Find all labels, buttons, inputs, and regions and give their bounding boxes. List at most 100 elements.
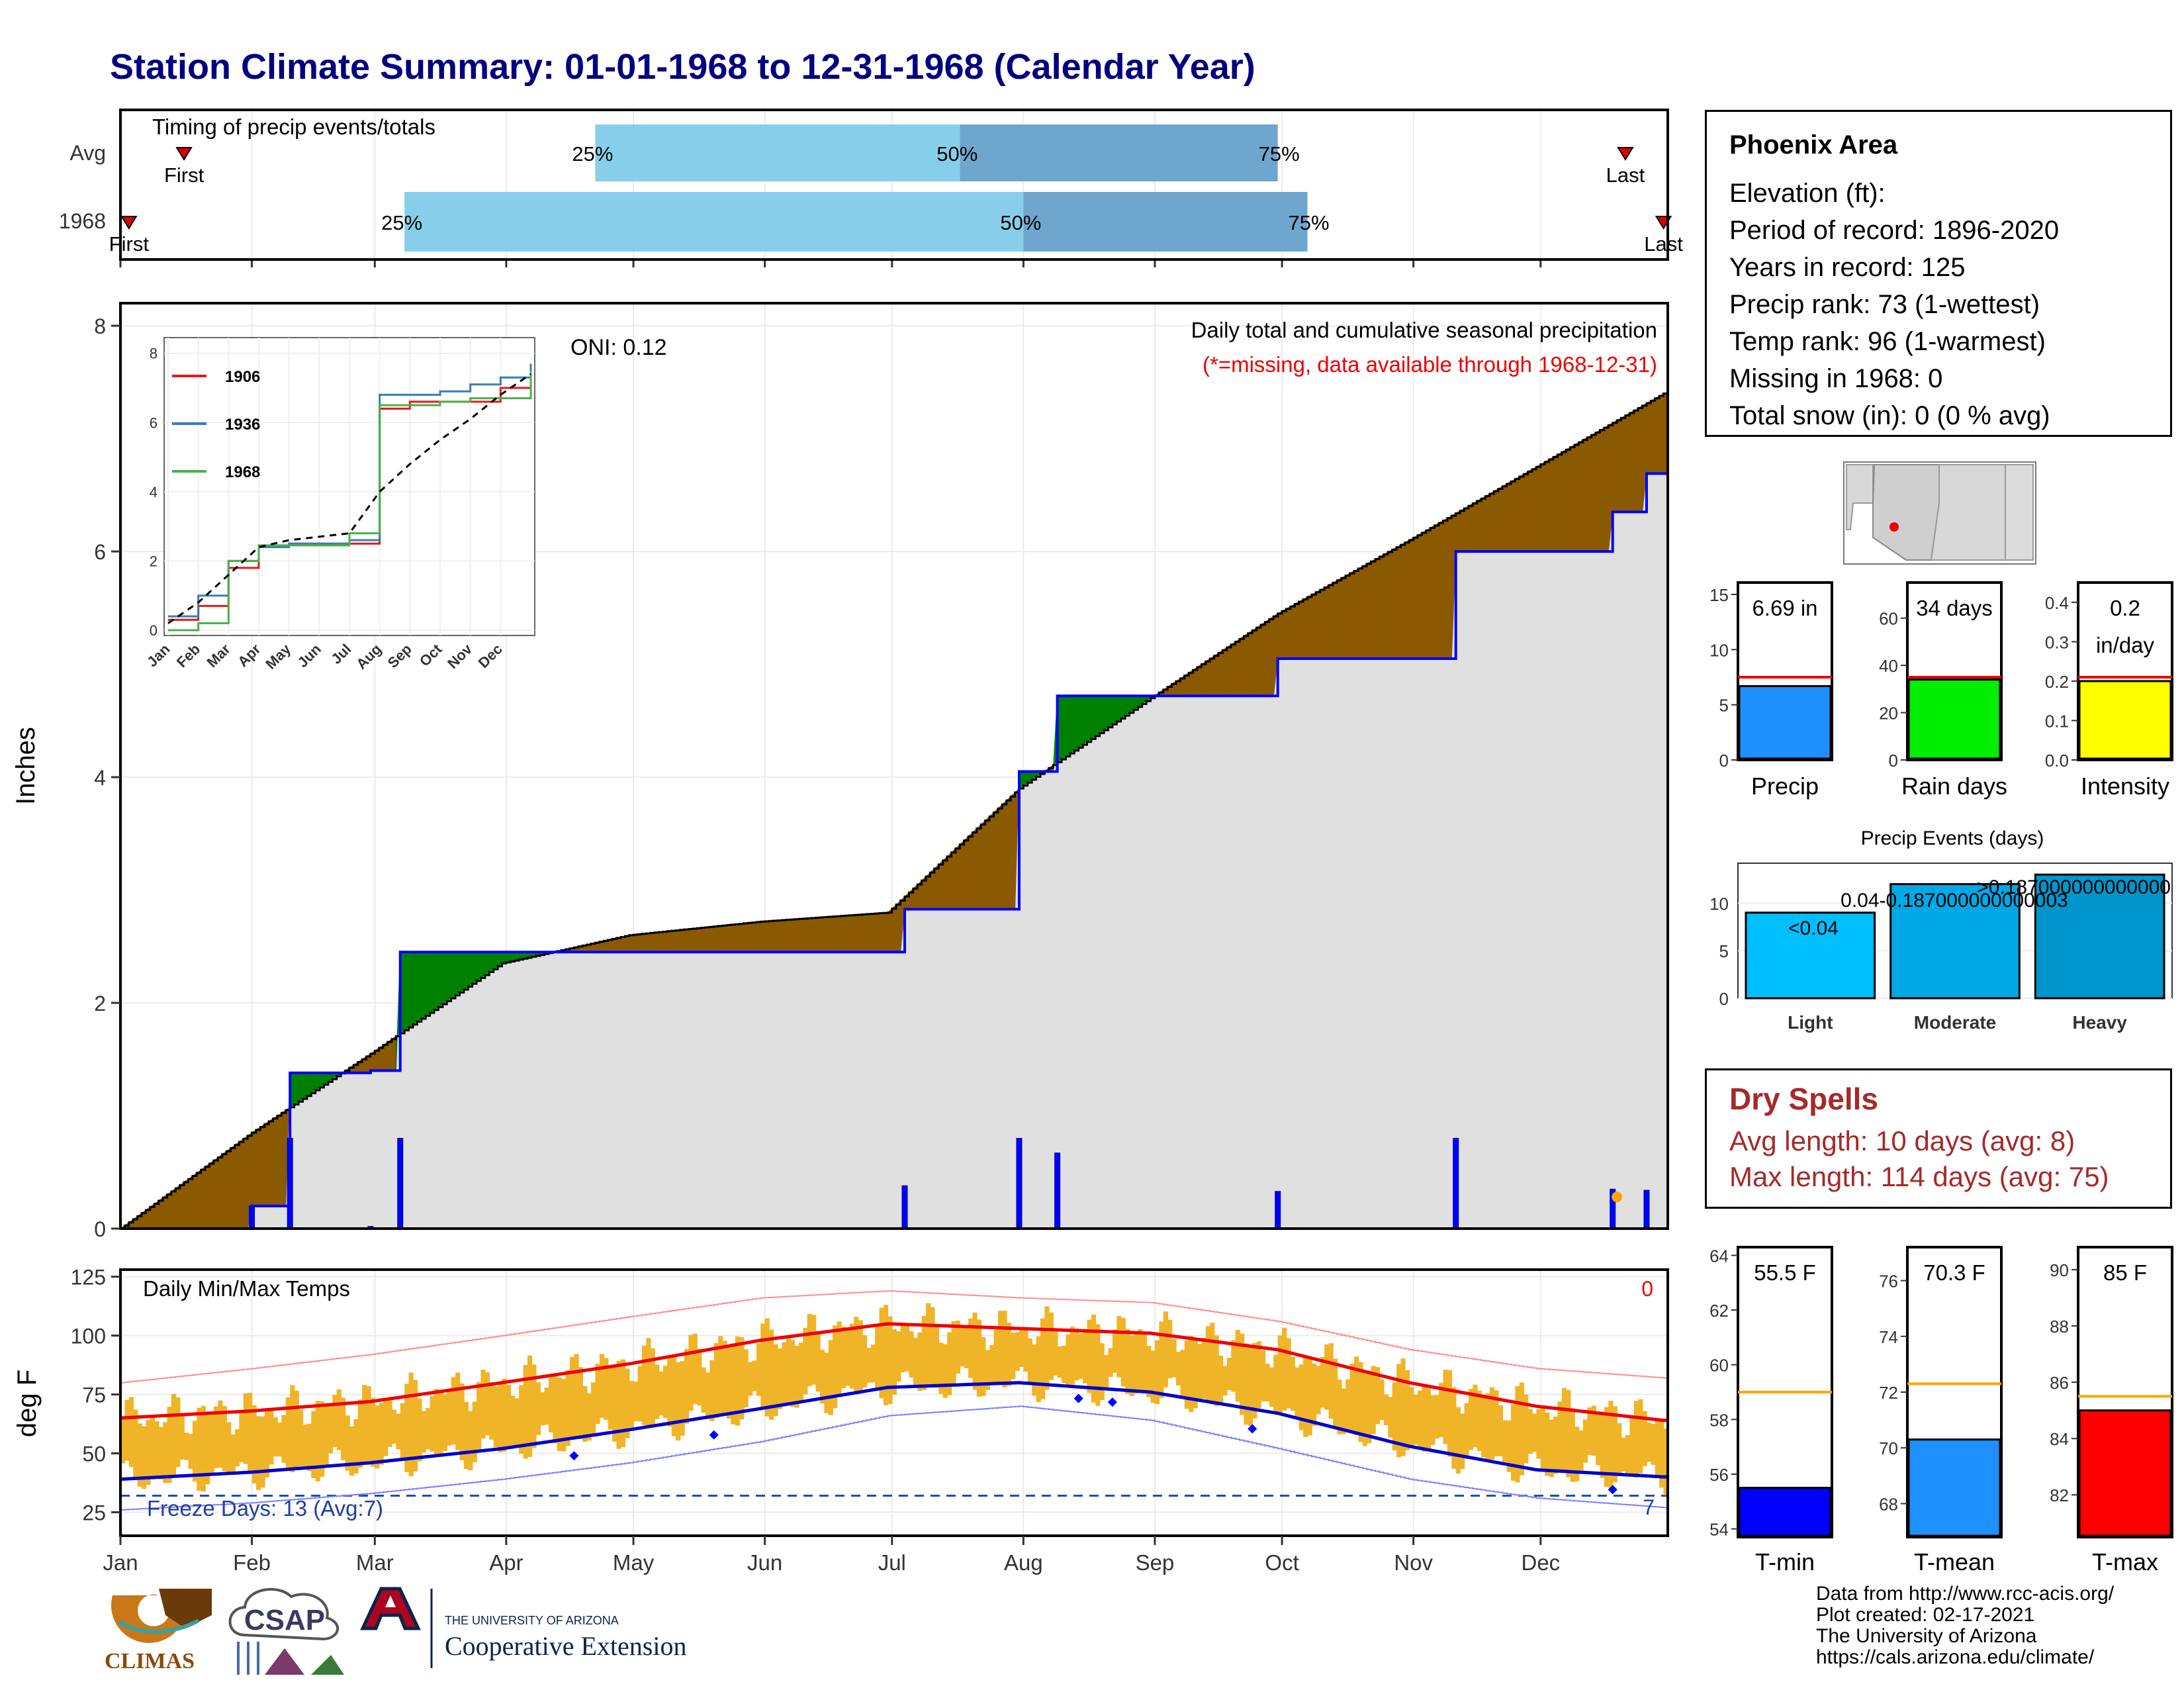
precip-diff-segment [1302,596,1308,659]
month-tick-label: Nov [1394,1550,1433,1575]
daily-temp-bar [811,1315,817,1385]
temp-panel: 25 50 75 100 125 Jan Feb Mar Apr May Jun Jul Aug Sep… [13,1266,1669,1575]
timing-panel: 25% 50% 75% First Last 25% 50% 75% First Last Tim… [59,109,1683,267]
precip-diff-segment [264,1121,269,1207]
daily-temp-bar [1578,1430,1584,1474]
precip-diff-segment [688,928,694,953]
precip-diff-segment [1286,606,1291,659]
daily-temp-bar [561,1379,567,1452]
normal-min-line [120,1381,1668,1481]
daily-temp-bar [1651,1424,1656,1465]
precip-diff-segment [823,916,829,953]
precip-diff-segment [1468,502,1473,552]
temp-bar-tick-label: 54 [1709,1520,1729,1540]
temp-bar-fill [1907,1438,2001,1537]
daily-temp-bar [972,1312,978,1390]
precip-y-tick-label: 6 [94,540,106,564]
timing-bar-q25-q50 [595,124,960,181]
precip-diff-segment [1574,442,1579,552]
daily-temp-bar [1316,1366,1321,1415]
daily-temp-bar [1362,1370,1368,1446]
precip-diff-segment [781,919,787,953]
daily-temp-bar [1371,1366,1376,1434]
precip-diff-segment [1294,601,1300,659]
precip-diff-segment [1595,429,1601,552]
locator-map [1843,461,2036,565]
precip-diff-segment [950,847,956,910]
daily-temp-bar [175,1397,181,1468]
daily-temp-bar [1129,1335,1134,1396]
daily-temp-bar [1040,1318,1046,1399]
temp-y-label: deg F [13,1370,42,1437]
daily-temp-bar [985,1350,990,1390]
daily-temp-bar [1053,1331,1058,1376]
precip-diff-segment [1659,393,1664,474]
precip-diff-segment [633,933,638,953]
precip-diff-segment [1099,695,1105,734]
precip-diff-segment [794,918,799,953]
daily-temp-bar [743,1349,749,1407]
daily-temp-bar [1015,1332,1020,1371]
daily-temp-bar [1062,1345,1067,1383]
temp-bar-fill [2078,1409,2172,1537]
precip-diff-segment [985,816,990,910]
daily-temp-bar [137,1423,142,1487]
precip-diff-segment [1447,515,1452,659]
daily-temp-bar [514,1398,520,1448]
summary-bar-label: Rain days [1901,773,2007,800]
daily-temp-bar [1214,1335,1219,1407]
timing-bar-q50-q75 [1023,192,1308,252]
precip-diff-segment [1222,647,1228,696]
daily-precip-bar [1453,1138,1459,1229]
daily-temp-bar [1167,1319,1173,1379]
precip-diff-segment [294,1072,299,1105]
precip-diff-segment [1001,800,1007,910]
temp-bar-fill [1738,1487,1832,1537]
precip-y-tick-label: 0 [94,1217,106,1241]
precip-diff-segment [196,1169,202,1229]
precip-diff-segment [1260,621,1265,696]
daily-temp-bar [726,1346,732,1419]
precip-diff-segment [1332,579,1338,659]
daily-temp-bar [557,1377,562,1452]
daily-temp-bar [1210,1323,1215,1405]
events-category-label: Heavy [2072,1012,2127,1033]
precip-diff-segment [1404,539,1410,659]
daily-temp-bar [1498,1405,1503,1456]
daily-temp-bar [1175,1352,1181,1385]
timing-row-avg-label: Avg [69,141,106,165]
precip-diff-segment [837,915,842,953]
timing-q75-label: 75% [1289,211,1330,234]
month-ticks: Jan Feb Mar Apr May Jun Jul Aug Sep Oct Nov Dec [103,1536,1560,1575]
summary-bar-value: in/day [2096,633,2155,657]
precip-diff-segment [772,919,778,953]
precip-diff-segment [1349,570,1355,659]
precip-diff-segment [1612,420,1617,512]
precip-diff-segment [1413,534,1418,659]
precip-diff-segment [968,831,973,910]
precip-diff-segment [760,921,766,953]
daily-temp-bar [230,1434,236,1472]
precip-diff-segment [1434,522,1439,659]
daily-temp-bar [133,1409,138,1478]
credit-line: Plot created: 02-17-2021 [1816,1604,2035,1626]
daily-temp-bar [226,1422,232,1474]
daily-temp-bar [1189,1336,1194,1413]
daily-temp-bar [1604,1407,1610,1487]
daily-temp-bar [1418,1390,1423,1448]
daily-temp-bar [1201,1338,1206,1399]
daily-temp-bar [574,1354,579,1438]
daily-temp-bar [921,1316,927,1391]
temp-bar-tick-label: 70 [1879,1438,1898,1458]
daily-temp-bar [709,1360,715,1421]
events-bar-label: <0.04 [1788,917,1839,939]
precip-diff-segment [243,1135,248,1229]
temp-bar-tick-label: 90 [2050,1260,2069,1280]
temp-bar-tick-label: 86 [2050,1373,2069,1393]
precip-diff-segment [467,951,473,988]
daily-temp-bar [782,1342,787,1405]
daily-temp-bar [659,1371,664,1416]
daily-temp-bar [315,1401,320,1481]
precip-diff-segment [1633,407,1639,512]
